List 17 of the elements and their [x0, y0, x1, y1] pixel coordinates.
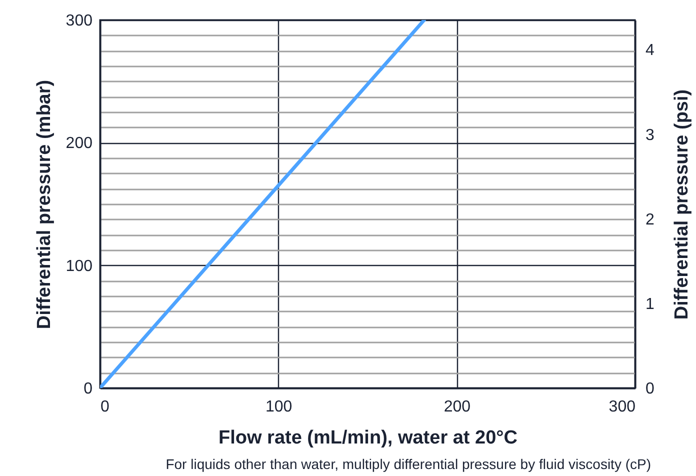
y-tick-label: 300	[66, 12, 93, 30]
y-tick-label: 200	[66, 135, 93, 152]
y2-tick-label: 2	[646, 211, 654, 228]
y2-tick-label: 0	[646, 380, 654, 398]
y2-tick-label: 4	[646, 42, 654, 60]
y-axis-title: Differential pressure (mbar)	[34, 80, 55, 330]
y2-tick-label: 1	[646, 296, 654, 313]
x-tick-label: 300	[608, 398, 636, 416]
y2-axis-title: Differential pressure (psi)	[672, 89, 692, 320]
x-tick-label: 100	[265, 398, 292, 416]
x-tick-label: 200	[444, 398, 471, 416]
y-tick-label: 100	[66, 258, 93, 275]
x-axis-title: Flow rate (mL/min), water at 20°C	[218, 428, 518, 448]
y-tick-label: 0	[84, 380, 93, 398]
text: For liquids other than water, multiply differential pressure by fluid viscosity (cP)	[164, 456, 651, 472]
x-tick-label: 0	[100, 398, 110, 416]
y2-tick-label: 3	[646, 126, 654, 144]
